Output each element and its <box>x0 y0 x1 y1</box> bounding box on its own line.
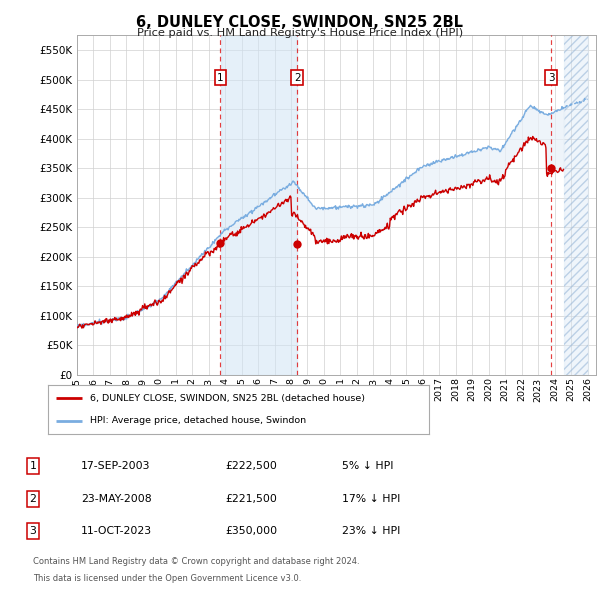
Text: 17% ↓ HPI: 17% ↓ HPI <box>342 494 400 503</box>
Text: 3: 3 <box>29 526 37 536</box>
Text: 6, DUNLEY CLOSE, SWINDON, SN25 2BL: 6, DUNLEY CLOSE, SWINDON, SN25 2BL <box>137 15 464 30</box>
Text: 3: 3 <box>548 73 554 83</box>
Text: £350,000: £350,000 <box>225 526 277 536</box>
Text: 2: 2 <box>294 73 301 83</box>
Text: £221,500: £221,500 <box>225 494 277 503</box>
Text: 23-MAY-2008: 23-MAY-2008 <box>81 494 152 503</box>
Text: Price paid vs. HM Land Registry's House Price Index (HPI): Price paid vs. HM Land Registry's House … <box>137 28 463 38</box>
Text: 17-SEP-2003: 17-SEP-2003 <box>81 461 151 471</box>
Text: 2: 2 <box>29 494 37 503</box>
Text: This data is licensed under the Open Government Licence v3.0.: This data is licensed under the Open Gov… <box>33 574 301 583</box>
Text: 5% ↓ HPI: 5% ↓ HPI <box>342 461 394 471</box>
Text: £222,500: £222,500 <box>225 461 277 471</box>
Text: 1: 1 <box>217 73 224 83</box>
Text: 11-OCT-2023: 11-OCT-2023 <box>81 526 152 536</box>
Text: 6, DUNLEY CLOSE, SWINDON, SN25 2BL (detached house): 6, DUNLEY CLOSE, SWINDON, SN25 2BL (deta… <box>90 394 365 403</box>
Text: 1: 1 <box>29 461 37 471</box>
Text: 23% ↓ HPI: 23% ↓ HPI <box>342 526 400 536</box>
Text: HPI: Average price, detached house, Swindon: HPI: Average price, detached house, Swin… <box>90 416 306 425</box>
Text: Contains HM Land Registry data © Crown copyright and database right 2024.: Contains HM Land Registry data © Crown c… <box>33 558 359 566</box>
